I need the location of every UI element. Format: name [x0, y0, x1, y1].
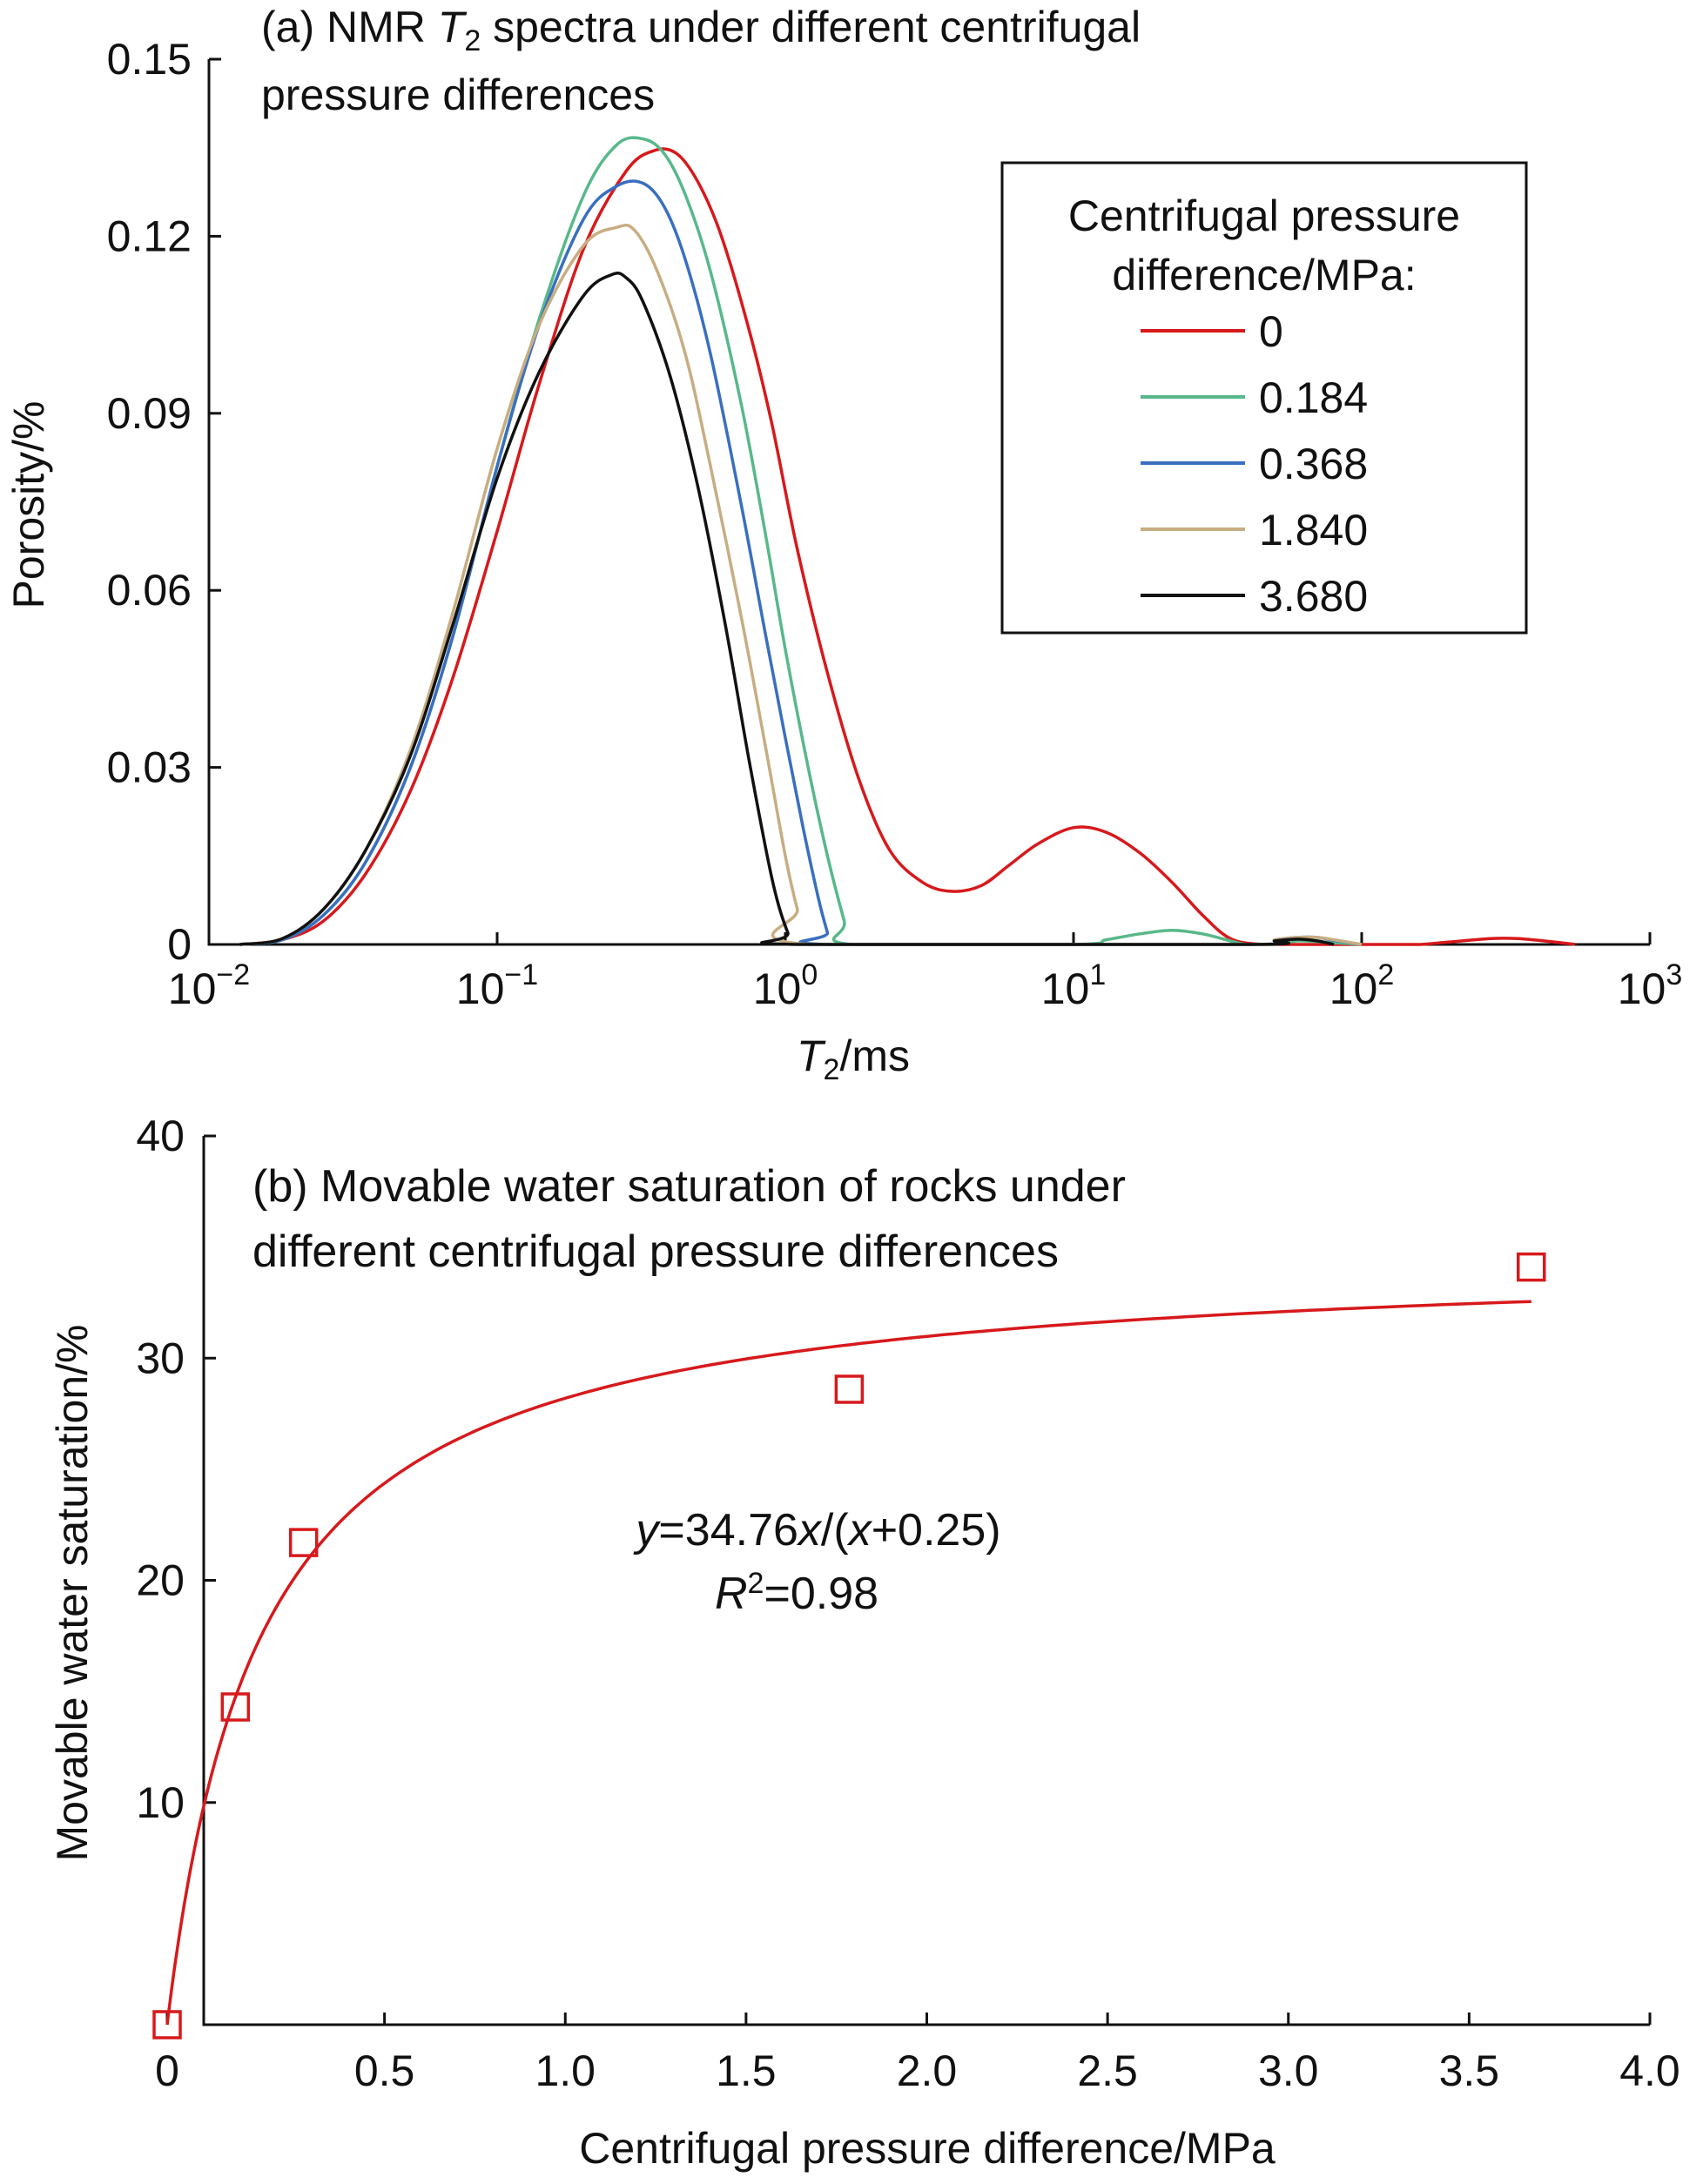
x-tick-label: 1.5: [716, 2046, 777, 2095]
chart-b-x-axis-label: Centrifugal pressure difference/MPa: [579, 2124, 1276, 2173]
chart-a-legend: Centrifugal pressure difference/MPa: 0 0.…: [1000, 161, 1528, 635]
legend-items: 0 0.184 0.368 1.840 3.680: [1141, 307, 1368, 621]
x-tick-label: 3.5: [1439, 2046, 1500, 2095]
y-tick-label: 0.03: [107, 743, 192, 792]
chart-a-x-axis-label: T2/ms: [797, 1032, 910, 1086]
series-line-3.680: [239, 271, 1335, 946]
x-tick-label: 10−2: [168, 958, 250, 1013]
y-tick-label: 40: [136, 1112, 185, 1160]
chart-b-points: [152, 1252, 1546, 2040]
fit-curve: [165, 1300, 1531, 2026]
chart-b-title-line1: (b) Movable water saturation of rocks un…: [252, 1161, 1126, 1212]
fit-r-squared: R2=0.98: [715, 1567, 878, 1619]
chart-b-y-tick-labels: 10 20 30 40: [136, 1112, 185, 1827]
x-tick-label: 102: [1329, 958, 1395, 1013]
chart-b-x-tick-labels: 0 0.5 1.0 1.5 2.0 2.5 3.0 3.5 4.0: [155, 2046, 1680, 2095]
y-tick-label: 30: [136, 1334, 185, 1382]
data-point-3: [834, 1374, 865, 1404]
chart-a-series: [239, 136, 1576, 946]
legend-frame: [1000, 161, 1528, 635]
chart-b-y-axis-label: Movable water saturation/%: [48, 1325, 97, 1862]
legend-title-line2: difference/MPa:: [1112, 251, 1416, 299]
chart-b: 10 20 30 40 0 0.5 1.0 1.5 2.0 2.5 3.0 3.5 4.0 (b) M…: [48, 1112, 1680, 2173]
y-tick-label: 0.09: [107, 389, 192, 438]
x-tick-label: 3.0: [1258, 2046, 1319, 2095]
x-tick-label: 2.5: [1077, 2046, 1138, 2095]
chart-a-y-axis-label: Porosity/%: [4, 401, 53, 609]
data-point-1: [220, 1692, 251, 1722]
x-tick-label: 0.5: [354, 2046, 415, 2095]
chart-a-y-tick-labels: 0 0.03 0.06 0.09 0.12 0.15: [107, 35, 192, 969]
x-tick-label: 10−1: [456, 958, 538, 1013]
x-tick-label: 4.0: [1619, 2046, 1680, 2095]
x-tick-label: 101: [1041, 958, 1107, 1013]
x-tick-label: 0: [155, 2046, 179, 2095]
y-tick-label: 0.06: [107, 566, 192, 615]
legend-label: 0.184: [1259, 373, 1368, 422]
y-tick-label: 0.15: [107, 35, 192, 84]
y-tick-label: 0: [167, 920, 192, 969]
chart-a: 00.030.060.090.120.15 10−2 10−1 100 101 102 1…: [4, 3, 1682, 1086]
chart-a-title: (a) NMR T2 spectra under different centr…: [261, 3, 1141, 57]
legend-label: 0: [1259, 307, 1283, 356]
y-tick-label: 0.12: [107, 212, 192, 260]
fit-equation: y=34.76x/(x+0.25): [633, 1505, 1000, 1556]
legend-label: 0.368: [1259, 440, 1368, 488]
y-tick-label: 10: [136, 1778, 185, 1827]
y-tick-label: 20: [136, 1556, 185, 1605]
x-tick-label: 1.0: [535, 2046, 596, 2095]
x-tick-label: 103: [1618, 958, 1683, 1013]
x-tick-label: 100: [753, 958, 818, 1013]
chart-a-title-line2: pressure differences: [261, 71, 655, 119]
chart-a-x-tick-labels: 10−2 10−1 100 101 102 103: [168, 958, 1682, 1013]
legend-label: 3.680: [1259, 572, 1368, 621]
data-point-4: [1517, 1252, 1546, 1282]
legend-title-line1: Centrifugal pressure: [1068, 192, 1460, 240]
data-point-0: [152, 2010, 182, 2040]
legend-label: 1.840: [1259, 506, 1368, 554]
data-point-2: [288, 1528, 319, 1557]
chart-b-title-line2: different centrifugal pressure differenc…: [252, 1226, 1059, 1277]
chart-b-axes: [202, 1136, 1650, 2026]
x-tick-label: 2.0: [897, 2046, 958, 2095]
